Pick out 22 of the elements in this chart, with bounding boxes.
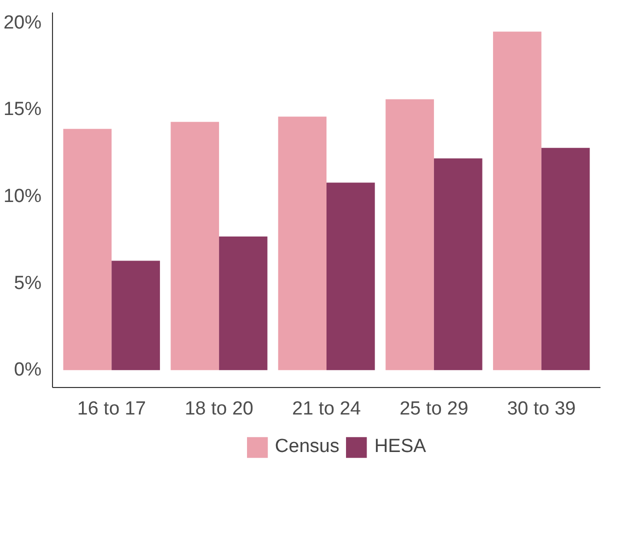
bar (386, 99, 434, 370)
y-tick-label: 5% (14, 272, 42, 294)
y-tick-label: 10% (3, 186, 42, 208)
bar (219, 236, 268, 370)
x-tick-label: 30 to 39 (507, 398, 576, 420)
bar (112, 260, 160, 370)
bar (278, 116, 326, 370)
bar (170, 122, 220, 370)
y-tick-label: 0% (14, 360, 42, 381)
bar (434, 158, 482, 370)
x-tick-label: 18 to 20 (184, 398, 254, 420)
y-tick-label: 20% (3, 12, 42, 34)
bar (63, 128, 112, 370)
bar (493, 32, 542, 370)
bar (326, 182, 375, 370)
bar (541, 148, 590, 370)
legend-label: HESA (374, 436, 426, 458)
x-tick-label: 21 to 24 (292, 398, 362, 420)
x-tick-label: 25 to 29 (400, 398, 468, 420)
y-tick-label: 15% (3, 99, 42, 120)
legend-label: Census (274, 436, 340, 458)
x-tick-label: 16 to 17 (77, 398, 146, 420)
